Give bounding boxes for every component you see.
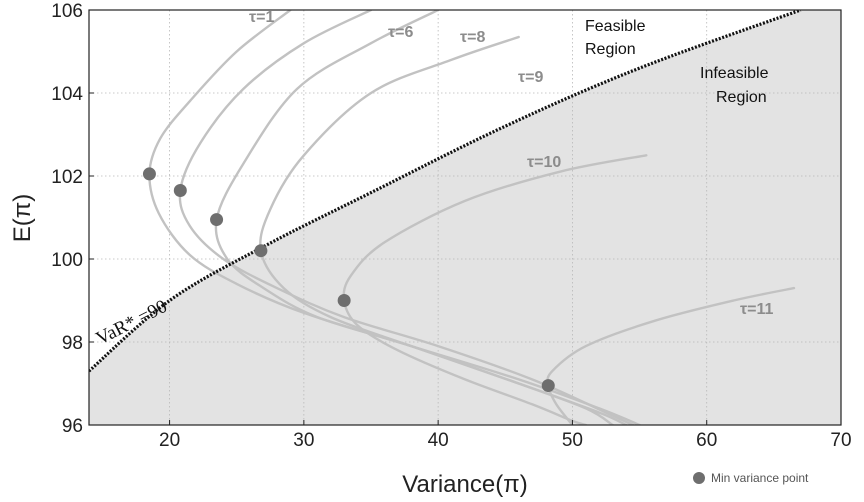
x-tick-label: 30 (293, 430, 314, 451)
curve-labels: τ=1 τ=6 τ=8 τ=9 τ=10 τ=11 (249, 9, 774, 318)
y-tick-label: 100 (51, 250, 83, 271)
curve-label: τ=6 (388, 24, 413, 41)
y-axis-title: E(π) (9, 194, 36, 243)
var-constraint-line (89, 10, 802, 373)
curve-6 (546, 286, 796, 425)
x-tick-label: 60 (696, 430, 717, 451)
plot-frame (88, 9, 842, 426)
min-variance-point (142, 167, 156, 181)
curve-label: τ=9 (518, 69, 543, 86)
min-variance-point (210, 213, 224, 227)
x-tick-label: 70 (830, 430, 851, 451)
legend-label: Min variance point (711, 471, 809, 485)
min-variance-point (541, 379, 555, 393)
x-axis-title: Variance(π) (402, 471, 527, 498)
feasible-region-label-line2: Region (585, 41, 636, 58)
min-variance-points (142, 167, 555, 393)
feasible-region-label-line1: Feasible (585, 18, 646, 35)
grid-lines (89, 10, 841, 425)
x-tick-label: 50 (562, 430, 583, 451)
x-axis-ticks: 20 30 40 50 60 70 (159, 420, 852, 451)
infeasible-region-label-line1: Infeasible (700, 65, 769, 82)
x-tick-label: 40 (428, 430, 449, 451)
y-axis-ticks: 96 98 100 102 104 106 (51, 1, 94, 437)
y-tick-label: 106 (51, 1, 83, 22)
y-tick-label: 104 (51, 84, 83, 105)
min-variance-point (173, 184, 187, 198)
y-tick-label: 102 (51, 167, 83, 188)
x-tick-label: 20 (159, 430, 180, 451)
min-variance-point (254, 244, 268, 258)
legend-marker (693, 472, 705, 484)
curve-label: τ=10 (527, 154, 561, 171)
curve-1 (148, 10, 641, 425)
curve-label: τ=11 (740, 301, 774, 318)
min-variance-point (337, 294, 351, 307)
y-tick-label: 96 (62, 416, 83, 437)
infeasible-region-label-line2: Region (716, 89, 767, 106)
y-tick-label: 98 (62, 333, 83, 354)
curve-label: τ=1 (249, 9, 274, 26)
curve-label: τ=8 (460, 29, 485, 46)
curve-4 (259, 35, 614, 425)
